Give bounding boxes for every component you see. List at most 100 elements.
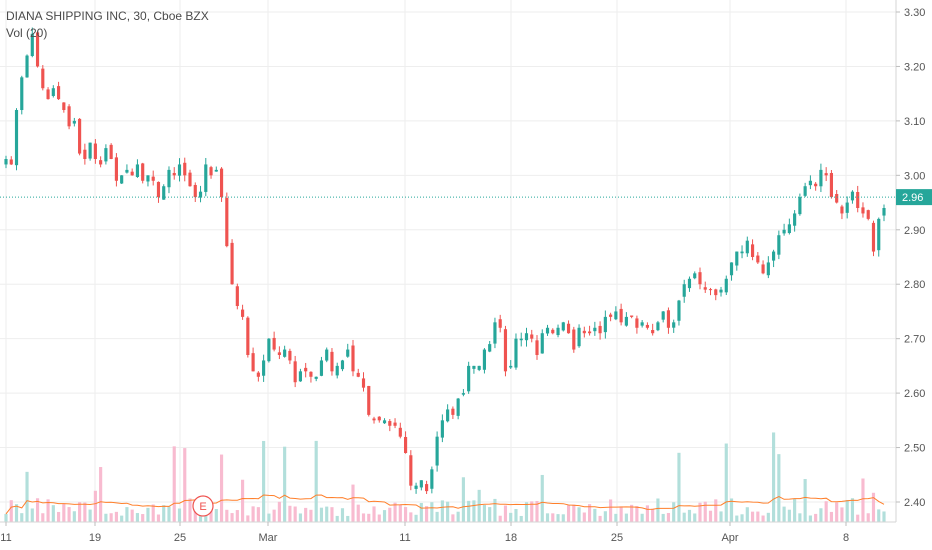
- candle-body: [777, 235, 781, 255]
- candle-body: [477, 365, 481, 370]
- volume-bar: [609, 499, 613, 522]
- legend: DIANA SHIPPING INC, 30, Cboe BZX Vol (20…: [6, 8, 209, 42]
- volume-bar: [304, 507, 308, 522]
- candle-body: [556, 327, 560, 336]
- volume-bar: [703, 501, 707, 522]
- candle-body: [609, 314, 613, 317]
- price-tick-label: 3.10: [904, 116, 925, 128]
- time-axis[interactable]: 11 19 25 Mar 11 18 25 Apr 8: [0, 521, 896, 544]
- volume-bar: [104, 513, 108, 522]
- candle-body: [493, 322, 497, 344]
- candle-body: [440, 420, 444, 438]
- candle-body: [388, 421, 392, 426]
- candle-body: [761, 264, 765, 274]
- candle-body: [72, 120, 76, 124]
- candle-body: [262, 360, 266, 376]
- volume-bar: [829, 511, 834, 522]
- volume-bar: [488, 507, 492, 522]
- candle-body: [99, 160, 103, 165]
- last-price-badge: [896, 189, 932, 206]
- volume-bar: [835, 502, 839, 522]
- volume-bar: [561, 514, 565, 522]
- volume-bar: [20, 513, 24, 522]
- candle-body: [488, 344, 492, 352]
- candle-body: [519, 338, 523, 341]
- candle-body: [256, 372, 260, 377]
- candle-body: [814, 183, 818, 187]
- candle-body: [219, 168, 224, 198]
- candle-body: [677, 300, 681, 321]
- candle-body: [661, 311, 665, 320]
- candle-body: [125, 169, 129, 173]
- volume-bar: [708, 510, 713, 522]
- candle-body: [204, 164, 208, 192]
- volume-bar: [745, 507, 749, 522]
- volume-bar: [241, 479, 245, 522]
- price-tick-label: 3.30: [904, 7, 925, 19]
- candle-body: [293, 361, 297, 383]
- volume-bar: [687, 509, 692, 522]
- candle-body: [703, 287, 707, 290]
- candle-body: [209, 167, 213, 176]
- volume-bar: [141, 514, 145, 522]
- volume-bar: [25, 471, 29, 522]
- volume-bar: [372, 506, 376, 522]
- candle-body: [798, 197, 802, 215]
- candle-body: [330, 351, 334, 372]
- candle-body: [772, 251, 776, 261]
- time-tick-label: 11: [0, 532, 11, 544]
- candle-body: [283, 349, 287, 357]
- volume-bar: [146, 507, 150, 522]
- candle-body: [230, 242, 234, 285]
- volume-bar: [425, 506, 429, 522]
- candle-body: [687, 278, 692, 289]
- earnings-event-marker[interactable]: E: [192, 495, 214, 517]
- candle-body: [524, 333, 529, 341]
- volume-bar: [235, 510, 239, 522]
- candle-body: [651, 330, 655, 334]
- candle-body: [377, 416, 381, 421]
- volume-bar: [204, 513, 208, 522]
- volume-bar: [693, 513, 697, 522]
- symbol-title[interactable]: DIANA SHIPPING INC, 30, Cboe BZX: [6, 9, 209, 23]
- volume-bar: [109, 513, 113, 522]
- volume-bar: [750, 511, 755, 522]
- time-tick-label: 18: [505, 532, 517, 544]
- candle-body: [162, 186, 166, 200]
- volume-bar: [467, 500, 471, 522]
- volume-bar: [509, 512, 513, 522]
- volume-bar: [461, 477, 465, 522]
- earnings-marker-circle[interactable]: [192, 495, 214, 517]
- candle-body: [866, 210, 870, 219]
- volume-bar: [388, 507, 392, 522]
- volume-bar: [677, 452, 681, 522]
- candle-body: [861, 207, 865, 214]
- candle-body: [598, 325, 602, 334]
- candle-body: [829, 172, 834, 198]
- candle-body: [808, 180, 812, 186]
- candle-body: [167, 169, 171, 188]
- volume-bar: [477, 489, 481, 522]
- volume-bar: [346, 515, 350, 522]
- price-tick-label: 2.60: [904, 388, 925, 400]
- volume-bar: [472, 500, 476, 522]
- candle-body: [766, 262, 770, 276]
- candle-body: [372, 418, 376, 421]
- volume-bar: [719, 511, 723, 522]
- candle-body: [782, 229, 786, 234]
- candle-body: [656, 322, 660, 331]
- volume-bar: [188, 498, 192, 522]
- candle-body: [435, 436, 439, 466]
- candle-body: [78, 118, 82, 154]
- volume-bar: [588, 504, 592, 522]
- candle-body: [367, 385, 371, 415]
- candle-body: [225, 197, 229, 247]
- candle-body: [267, 338, 271, 362]
- volume-bar: [335, 515, 339, 522]
- candle-body: [530, 334, 534, 339]
- volume-indicator-label[interactable]: Vol (20): [6, 26, 48, 40]
- price-axis[interactable]: 3.30 3.20 3.10 3.00 2.90 2.80 2.70 2.60 2.50 2.40…: [895, 0, 932, 522]
- volume-bar: [120, 515, 124, 522]
- volume-bar: [172, 446, 176, 522]
